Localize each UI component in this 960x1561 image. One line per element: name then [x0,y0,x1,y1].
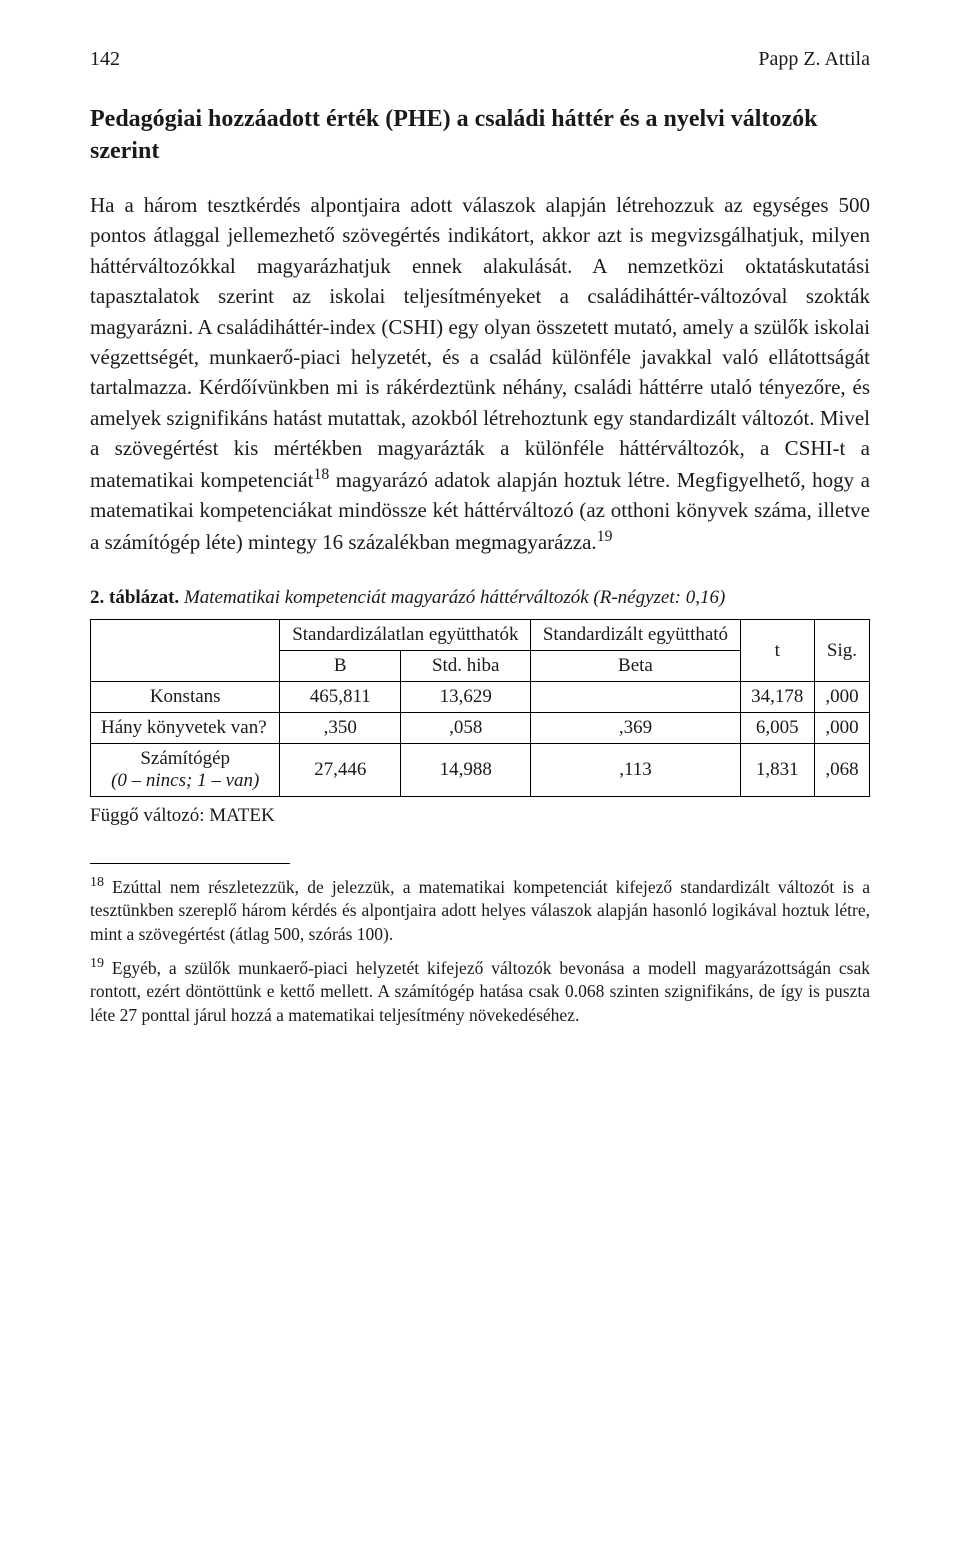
footnote-text-18: Ezúttal nem részletezzük, de jelezzük, a… [90,877,870,944]
header-sig: Sig. [814,620,869,682]
footnote-19: 19 Egyéb, a szülők munkaerő-piaci helyze… [90,955,870,1028]
footnote-text-19: Egyéb, a szülők munkaerő-piaci helyzetét… [90,958,870,1025]
row-label: Konstans [91,682,280,713]
subheader-stdhiba: Std. hiba [401,651,531,682]
cell-t: 1,831 [740,744,814,797]
cell-beta [531,682,740,713]
dependent-variable-note: Függő változó: MATEK [90,805,870,827]
footnote-ref-19: 19 [597,528,613,545]
row-label-line1: Számítógép [140,748,230,769]
cell-b: ,350 [280,713,401,744]
subheader-beta: Beta [531,651,740,682]
footnote-number-19: 19 [90,956,104,971]
row-label: Számítógép (0 – nincs; 1 – van) [91,744,280,797]
footnote-ref-18: 18 [313,466,329,483]
cell-sig: ,068 [814,744,869,797]
cell-t: 6,005 [740,713,814,744]
cell-beta: ,369 [531,713,740,744]
table-number: 2. táblázat. [90,587,179,608]
cell-sig: ,000 [814,682,869,713]
cell-b: 465,811 [280,682,401,713]
section-heading: Pedagógiai hozzáadott érték (PHE) a csal… [90,103,870,168]
header-std: Standardizált együttható [531,620,740,651]
cell-std: 14,988 [401,744,531,797]
table-empty-header [91,620,280,682]
header-t: t [740,620,814,682]
cell-sig: ,000 [814,713,869,744]
cell-std: ,058 [401,713,531,744]
table-title: Matematikai kompetenciát magyarázó hátté… [179,587,725,608]
body-text-part1: Ha a három tesztkérdés alpontjaira adott… [90,193,870,492]
row-label: Hány könyvetek van? [91,713,280,744]
regression-table: Standardizálatlan együtthatók Standardiz… [90,619,870,797]
footnote-number-18: 18 [90,875,104,890]
table-caption: 2. táblázat. Matematikai kompetenciát ma… [90,587,870,609]
cell-beta: ,113 [531,744,740,797]
author-name: Papp Z. Attila [758,48,870,71]
body-paragraph: Ha a három tesztkérdés alpontjaira adott… [90,190,870,557]
subheader-b: B [280,651,401,682]
table-row: Konstans 465,811 13,629 34,178 ,000 [91,682,870,713]
table-row: Hány könyvetek van? ,350 ,058 ,369 6,005… [91,713,870,744]
cell-b: 27,446 [280,744,401,797]
footnote-18: 18 Ezúttal nem részletezzük, de jelezzük… [90,874,870,947]
footnote-separator [90,863,290,864]
table-row: Számítógép (0 – nincs; 1 – van) 27,446 1… [91,744,870,797]
page-number: 142 [90,48,120,71]
table-header-row-1: Standardizálatlan együtthatók Standardiz… [91,620,870,651]
row-label-line2: (0 – nincs; 1 – van) [111,770,259,791]
page-header: 142 Papp Z. Attila [90,48,870,71]
header-unstd: Standardizálatlan együtthatók [280,620,531,651]
cell-std: 13,629 [401,682,531,713]
cell-t: 34,178 [740,682,814,713]
